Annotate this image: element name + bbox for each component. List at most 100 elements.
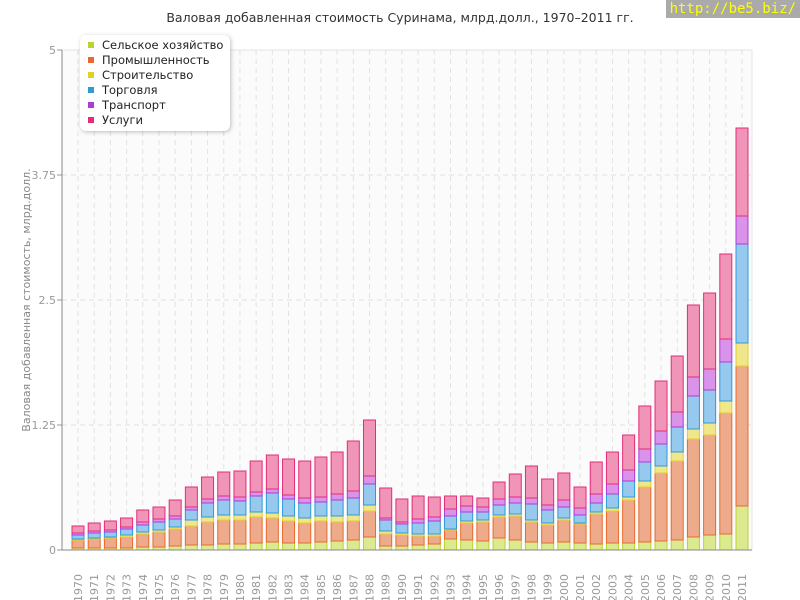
bar-segment <box>363 504 377 512</box>
bar-segment <box>71 525 85 534</box>
legend-swatch <box>88 71 94 78</box>
bar-segment <box>670 539 684 551</box>
bar-segment <box>249 495 263 513</box>
bar-segment <box>573 507 587 516</box>
x-tick-label: 2000 <box>558 574 571 600</box>
bar-segment <box>557 519 571 543</box>
bar-segment <box>363 419 377 477</box>
bar-segment <box>411 544 425 551</box>
bar-segment <box>443 495 457 510</box>
bar-segment <box>379 545 393 551</box>
bar-segment <box>508 515 522 541</box>
bar-segment <box>686 304 700 378</box>
bar-segment <box>346 440 360 492</box>
bar-segment <box>476 540 490 551</box>
bar-segment <box>395 545 409 551</box>
bar-segment <box>605 510 619 544</box>
bar-segment <box>427 520 441 535</box>
bar-segment <box>411 535 425 546</box>
bar-segment <box>508 502 522 515</box>
bar-segment <box>492 498 506 506</box>
bar-segment <box>346 514 360 522</box>
bar-segment <box>476 521 490 542</box>
x-tick-label: 1996 <box>493 574 506 600</box>
bar-segment <box>476 511 490 521</box>
bar-segment <box>249 511 263 518</box>
bar-segment <box>492 481 506 500</box>
bar-segment <box>573 514 587 524</box>
bar-segment <box>168 499 182 517</box>
legend-item[interactable]: Сельское хозяйство <box>88 37 230 52</box>
bar-segment <box>71 539 85 549</box>
bar-segment <box>233 496 247 502</box>
chart-title: Валовая добавленная стоимость Суринама, … <box>166 10 634 25</box>
bar-segment <box>476 497 490 508</box>
legend-label: Торговля <box>102 82 158 97</box>
bar-segment <box>201 521 215 546</box>
bar-segment <box>314 496 328 503</box>
bar-segment <box>605 451 619 485</box>
legend-item[interactable]: Торговля <box>88 82 230 97</box>
x-tick-label: 1970 <box>72 574 85 600</box>
bar-segment <box>427 535 441 545</box>
bar-segment <box>379 487 393 519</box>
bar-segment <box>330 521 344 542</box>
bar-segment <box>298 460 312 499</box>
x-tick-label: 2006 <box>655 574 668 600</box>
bar-segment <box>330 515 344 523</box>
bar-segment <box>541 478 555 506</box>
legend-item[interactable]: Строительство <box>88 67 230 82</box>
y-tick-label: 0 <box>49 544 56 557</box>
bar-segment <box>686 428 700 440</box>
bar-segment <box>670 426 684 453</box>
bar-segment <box>589 543 603 551</box>
bar-segment <box>103 531 117 538</box>
x-tick-label: 1999 <box>542 574 555 600</box>
bar-segment <box>314 456 328 498</box>
bar-segment <box>120 517 134 528</box>
bar-segment <box>703 389 717 424</box>
x-tick-label: 1983 <box>283 574 296 600</box>
bar-segment <box>411 522 425 535</box>
bar-segment <box>719 253 733 340</box>
x-tick-label: 1986 <box>331 574 344 600</box>
bar-segment <box>411 495 425 520</box>
bar-segment <box>508 473 522 498</box>
bar-segment <box>638 480 652 488</box>
bar-segment <box>363 536 377 551</box>
x-tick-label: 1975 <box>153 574 166 600</box>
x-tick-label: 1971 <box>88 574 101 600</box>
bar-segment <box>573 523 587 544</box>
bar-segment <box>735 243 749 344</box>
bar-segment <box>508 496 522 504</box>
legend-label: Строительство <box>102 67 194 82</box>
bar-segment <box>217 471 231 497</box>
bar-segment <box>703 368 717 391</box>
x-tick-label: 1982 <box>266 574 279 600</box>
bar-segment <box>217 499 231 516</box>
legend-item[interactable]: Транспорт <box>88 97 230 112</box>
bar-segment <box>233 500 247 516</box>
bar-segment <box>703 434 717 536</box>
x-tick-label: 2001 <box>574 574 587 600</box>
bar-segment <box>217 543 231 551</box>
x-tick-label: 1990 <box>396 574 409 600</box>
bar-segment <box>605 542 619 551</box>
legend-item[interactable]: Услуги <box>88 112 230 127</box>
x-tick-label: 1974 <box>137 574 150 600</box>
bar-segment <box>233 470 247 498</box>
bar-segment <box>249 516 263 544</box>
x-tick-label: 2008 <box>687 574 700 600</box>
bar-segment <box>201 476 215 500</box>
bar-segment <box>168 545 182 551</box>
legend-item[interactable]: Промышленность <box>88 52 230 67</box>
x-tick-label: 1994 <box>461 574 474 600</box>
bar-segment <box>282 542 296 551</box>
bar-segment <box>265 512 279 519</box>
bar-segment <box>395 498 409 523</box>
bar-segment <box>703 292 717 370</box>
legend-label: Сельское хозяйство <box>102 37 224 52</box>
watermark[interactable]: http://be5.biz/ <box>665 0 800 18</box>
bar-segment <box>524 503 538 521</box>
